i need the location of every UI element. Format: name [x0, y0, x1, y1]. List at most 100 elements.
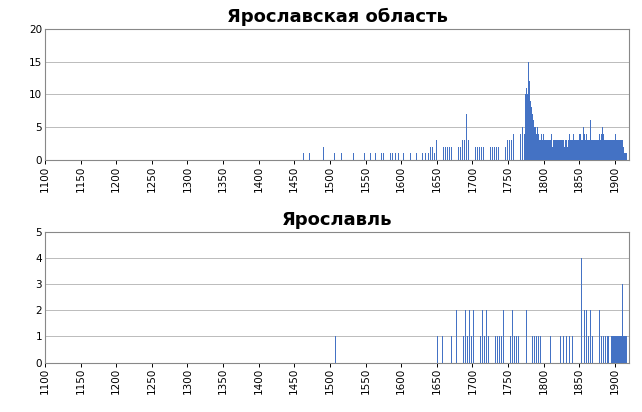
Bar: [406, 153, 407, 160]
Bar: [623, 336, 624, 363]
Bar: [616, 336, 617, 363]
Bar: [516, 336, 517, 363]
Bar: [442, 336, 443, 363]
Bar: [544, 336, 546, 363]
Bar: [537, 133, 539, 160]
Bar: [540, 127, 541, 160]
Bar: [594, 336, 595, 363]
Bar: [542, 140, 543, 160]
Bar: [370, 153, 371, 160]
Bar: [514, 336, 515, 363]
Bar: [609, 140, 611, 160]
Bar: [605, 140, 606, 160]
Bar: [447, 147, 448, 160]
Bar: [560, 336, 561, 363]
Bar: [586, 310, 587, 363]
Bar: [473, 140, 474, 160]
Bar: [534, 336, 535, 363]
Bar: [617, 310, 618, 363]
Bar: [505, 336, 507, 363]
Bar: [543, 133, 544, 160]
Bar: [569, 140, 570, 160]
Bar: [568, 140, 569, 160]
Bar: [438, 147, 439, 160]
Bar: [547, 140, 548, 160]
Bar: [608, 140, 609, 160]
Bar: [563, 140, 564, 160]
Bar: [626, 336, 627, 363]
Bar: [611, 140, 612, 160]
Bar: [591, 140, 592, 160]
Bar: [437, 336, 438, 363]
Bar: [621, 133, 622, 160]
Bar: [509, 140, 510, 160]
Bar: [604, 140, 605, 160]
Bar: [460, 147, 461, 160]
Bar: [498, 147, 499, 160]
Bar: [542, 336, 543, 363]
Bar: [556, 140, 557, 160]
Bar: [495, 336, 496, 363]
Bar: [607, 140, 608, 160]
Bar: [587, 140, 588, 160]
Bar: [525, 336, 526, 363]
Bar: [395, 153, 396, 160]
Bar: [477, 147, 478, 160]
Bar: [533, 101, 534, 160]
Bar: [541, 133, 542, 160]
Bar: [602, 127, 603, 160]
Bar: [398, 153, 399, 160]
Bar: [564, 147, 565, 160]
Bar: [490, 336, 491, 363]
Bar: [622, 140, 623, 160]
Bar: [549, 140, 550, 160]
Bar: [563, 336, 564, 363]
Bar: [572, 140, 573, 160]
Bar: [449, 147, 450, 160]
Bar: [593, 140, 594, 160]
Bar: [584, 133, 585, 160]
Bar: [613, 140, 614, 160]
Bar: [434, 153, 435, 160]
Bar: [595, 140, 596, 160]
Bar: [570, 140, 571, 160]
Bar: [451, 147, 452, 160]
Bar: [588, 140, 589, 160]
Bar: [609, 336, 611, 363]
Bar: [553, 140, 554, 160]
Bar: [586, 133, 587, 160]
Bar: [484, 336, 485, 363]
Bar: [605, 336, 606, 363]
Bar: [583, 127, 584, 160]
Bar: [596, 140, 597, 160]
Bar: [621, 336, 622, 363]
Bar: [612, 140, 613, 160]
Bar: [496, 147, 497, 160]
Bar: [526, 310, 527, 363]
Bar: [603, 336, 604, 363]
Bar: [550, 140, 551, 160]
Bar: [560, 140, 561, 160]
Bar: [383, 153, 384, 160]
Bar: [453, 147, 455, 160]
Bar: [390, 153, 391, 160]
Bar: [488, 147, 489, 160]
Bar: [575, 140, 576, 160]
Bar: [433, 336, 434, 363]
Bar: [599, 310, 600, 363]
Bar: [453, 336, 455, 363]
Bar: [601, 336, 602, 363]
Bar: [544, 140, 546, 160]
Bar: [608, 336, 609, 363]
Bar: [619, 336, 620, 363]
Bar: [606, 140, 607, 160]
Bar: [581, 140, 582, 160]
Bar: [578, 140, 579, 160]
Bar: [428, 153, 429, 160]
Bar: [497, 336, 498, 363]
Bar: [461, 284, 462, 363]
Bar: [353, 153, 354, 160]
Bar: [615, 133, 616, 160]
Bar: [584, 310, 585, 363]
Bar: [534, 127, 535, 160]
